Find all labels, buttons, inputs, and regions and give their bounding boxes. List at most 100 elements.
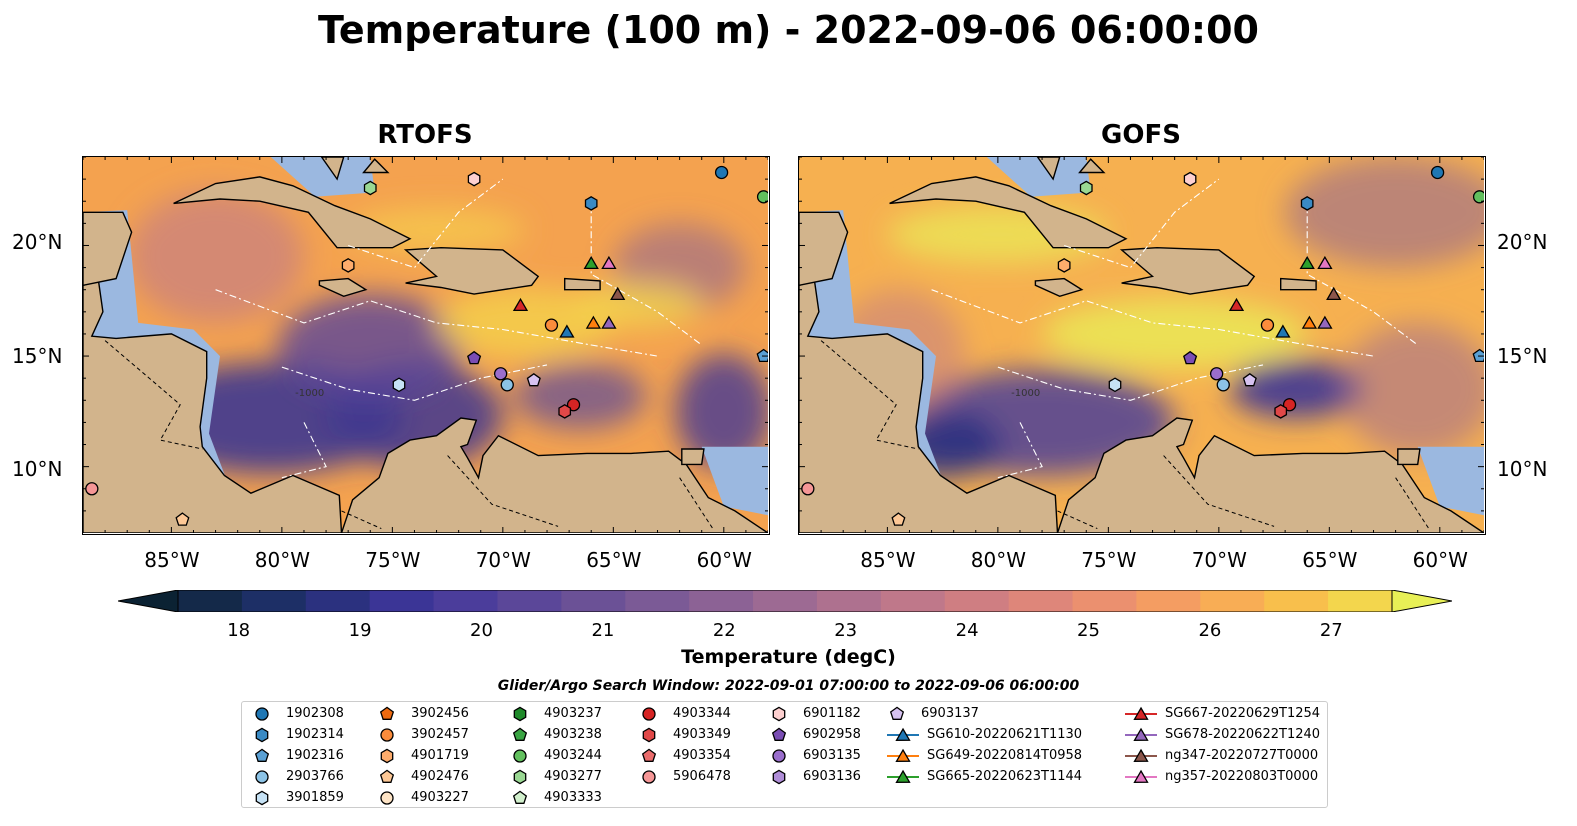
marker-4903349 bbox=[558, 404, 572, 419]
marker-SG678-20220622T1240 bbox=[601, 315, 617, 329]
legend-label: 6901182 bbox=[803, 706, 861, 721]
legend-marker-icon bbox=[887, 769, 919, 783]
legend-symbol bbox=[255, 770, 269, 784]
marker-1902314 bbox=[1300, 196, 1314, 211]
legend-label: 5906478 bbox=[673, 769, 731, 784]
legend-symbol bbox=[380, 748, 394, 764]
eez-boundary bbox=[997, 422, 1043, 479]
land-hispaniola bbox=[1119, 246, 1256, 295]
marker-4902476 bbox=[891, 512, 906, 526]
legend-marker-icon bbox=[512, 790, 528, 804]
marker-3902457 bbox=[544, 318, 559, 332]
colorbar bbox=[118, 590, 1452, 612]
lon-label-gofs: 85°W bbox=[860, 548, 916, 572]
land-yucatan bbox=[799, 211, 849, 287]
legend-symbol bbox=[512, 790, 528, 804]
legend-symbol bbox=[642, 707, 656, 721]
colorbar-bin bbox=[241, 590, 307, 612]
legend-symbol bbox=[513, 769, 527, 785]
marker-SG667-20220629T1254 bbox=[1228, 297, 1245, 312]
colorbar-tick-label: 21 bbox=[591, 620, 615, 641]
lon-label-rtofs: 65°W bbox=[586, 548, 642, 572]
colorbar-bin bbox=[497, 590, 562, 612]
colorbar-tick-label: 27 bbox=[1319, 620, 1343, 641]
marker-1902308 bbox=[714, 165, 729, 180]
marker-4903349 bbox=[1274, 404, 1288, 419]
legend-symbol bbox=[1133, 748, 1149, 762]
land-bahamas2 bbox=[362, 158, 390, 174]
colorbar-tick-label: 22 bbox=[712, 620, 736, 641]
panel-title-gofs: GOFS bbox=[1101, 120, 1181, 150]
eez-boundary bbox=[348, 178, 504, 269]
marker-3901859 bbox=[392, 377, 406, 393]
legend-symbol bbox=[255, 790, 269, 806]
depth-contour-label: -1000 bbox=[1011, 388, 1040, 399]
legend-marker-icon bbox=[379, 706, 395, 720]
legend-symbol bbox=[895, 769, 911, 783]
legend-marker-icon bbox=[513, 706, 527, 722]
legend-label: SG649-20220814T0958 bbox=[927, 748, 1083, 763]
marker-SG649-20220814T0958 bbox=[1301, 315, 1318, 329]
land-bahamas1 bbox=[320, 157, 345, 181]
marker-6903135 bbox=[1209, 367, 1224, 381]
eez-boundary bbox=[281, 422, 327, 479]
legend-symbol bbox=[771, 727, 787, 741]
legend-label: 4903349 bbox=[673, 727, 731, 742]
colorbar-bin bbox=[944, 590, 1010, 612]
legend-label: ng347-20220727T0000 bbox=[1165, 748, 1319, 763]
colorbar-bin bbox=[369, 590, 435, 612]
marker-6901182 bbox=[1183, 171, 1197, 187]
legend-marker-icon bbox=[513, 769, 527, 785]
land-bahamas1 bbox=[1036, 157, 1061, 181]
marker-SG649-20220814T0958 bbox=[585, 315, 602, 329]
marker-4903277 bbox=[363, 180, 377, 196]
colorbar-tick-label: 20 bbox=[470, 620, 493, 641]
legend-label: 1902316 bbox=[286, 748, 344, 763]
legend-symbol bbox=[1133, 706, 1149, 720]
colorbar-tick-label: 24 bbox=[955, 620, 979, 641]
legend-marker-icon bbox=[513, 749, 527, 763]
legend-symbol bbox=[512, 727, 528, 741]
colorbar-bin bbox=[1072, 590, 1137, 612]
legend-label: 3902456 bbox=[411, 706, 469, 721]
colorbar-bin bbox=[1200, 590, 1265, 612]
lon-label-rtofs: 80°W bbox=[254, 548, 310, 572]
legend-symbol bbox=[642, 770, 656, 784]
lat-label-20n-left: 20°N bbox=[12, 230, 63, 254]
colorbar-bin bbox=[1008, 590, 1074, 612]
marker-1902316 bbox=[756, 348, 768, 363]
country-border bbox=[1057, 510, 1098, 530]
legend-label: ng357-20220803T0000 bbox=[1165, 769, 1319, 784]
colorbar-tick-label: 23 bbox=[834, 620, 858, 641]
colorbar-bin bbox=[1264, 590, 1329, 612]
country-border bbox=[341, 510, 382, 530]
marker-SG665-20220623T1144 bbox=[583, 255, 599, 270]
legend-label: 4903344 bbox=[673, 706, 731, 721]
eez-boundary bbox=[931, 289, 1374, 357]
marker-SG678-20220622T1240 bbox=[1317, 315, 1333, 329]
marker-2903766 bbox=[500, 378, 514, 392]
legend-marker-icon bbox=[255, 727, 269, 743]
marker-6902958 bbox=[467, 350, 482, 365]
legend-symbol bbox=[642, 727, 656, 743]
marker-SG667-20220629T1254 bbox=[512, 297, 529, 312]
colorbar-label: Temperature (degC) bbox=[681, 646, 896, 668]
marker-1902314 bbox=[584, 196, 598, 211]
colorbar-bin bbox=[689, 590, 754, 612]
marker-5906478 bbox=[85, 482, 99, 496]
marker-6903135 bbox=[493, 367, 508, 381]
legend-symbol bbox=[380, 728, 394, 742]
land-trinidad bbox=[681, 448, 705, 466]
legend-label: 4903354 bbox=[673, 748, 731, 763]
legend-marker-icon bbox=[642, 707, 656, 721]
marker-ng357-20220803T0000 bbox=[1317, 255, 1333, 270]
legend-marker-icon bbox=[1125, 706, 1157, 720]
land-trinidad bbox=[1397, 448, 1421, 466]
legend-marker-icon bbox=[379, 769, 395, 783]
marker-4903244 bbox=[756, 190, 768, 204]
colorbar-bin bbox=[753, 590, 818, 612]
legend-label: 1902314 bbox=[286, 727, 344, 742]
map-rtofs: -1000 bbox=[82, 156, 770, 535]
lon-label-rtofs: 70°W bbox=[475, 548, 531, 572]
marker-6902958 bbox=[1183, 350, 1198, 365]
